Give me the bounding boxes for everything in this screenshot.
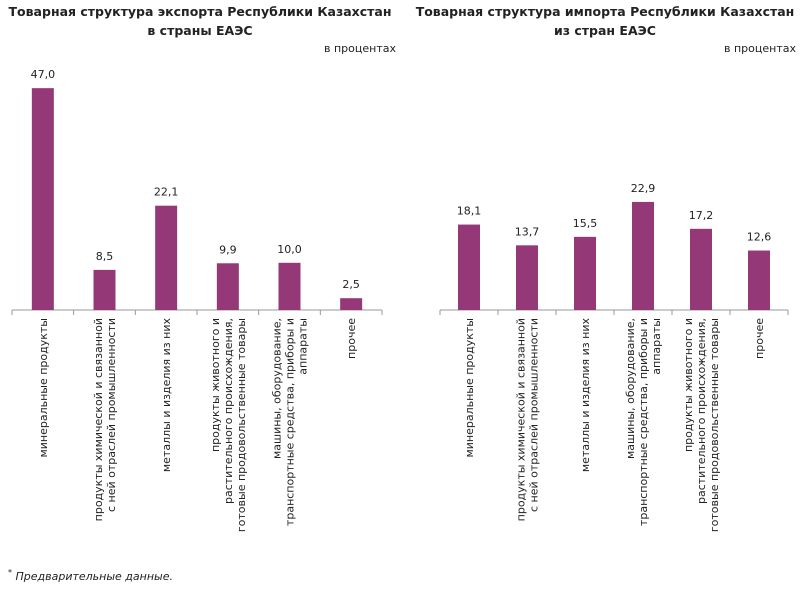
unit-note: в процентах [724,42,796,55]
label-line: растительного происхождения, [695,318,708,504]
x-tick-label: продукты химической и связаннойс ней отр… [92,318,118,521]
label-line: готовые продовольственные товары [708,318,721,532]
bar [458,224,480,310]
footnote-mark: * [8,568,12,577]
x-tick-label: минеральные продукты [37,318,50,458]
label-line: с ней отраслей промышленности [105,318,118,512]
value-label: 9,9 [219,243,237,256]
value-label: 13,7 [515,225,540,238]
bar [748,250,770,310]
x-tick-label: металлы и изделия из них [579,318,592,473]
label-line: готовые продовольственные товары [235,318,248,532]
value-label: 18,1 [457,205,482,218]
x-tick-label: прочее [345,318,358,359]
label-line: металлы и изделия из них [160,318,173,473]
bar [155,205,178,310]
bar [31,88,54,310]
label-line: с ней отраслей промышленности [528,318,541,512]
value-label: 22,1 [154,186,179,199]
label-line: продукты животного и [682,318,695,452]
x-tick-label: металлы и изделия из них [160,318,173,473]
value-label: 2,5 [342,278,360,291]
label-line: прочее [753,318,766,359]
x-tick-label: прочее [753,318,766,359]
label-line: прочее [345,318,358,359]
bar [574,236,596,310]
value-label: 10,0 [277,243,302,256]
x-tick-label: продукты животного ирастительного происх… [209,318,248,532]
label-line: транспортные средства, приборы и [284,318,297,526]
label-line: продукты химической и связанной [515,318,528,521]
bar [690,228,712,310]
bar [278,262,301,310]
bar [516,245,538,310]
label-line: минеральные продукты [463,318,476,458]
x-tick-label: продукты химической и связаннойс ней отр… [515,318,541,521]
bar [216,263,239,310]
chart-title: из стран ЕАЭС [554,23,656,38]
label-line: машины, оборудование, [624,318,637,459]
value-label: 12,6 [747,231,772,244]
value-label: 47,0 [31,68,56,81]
unit-note: в процентах [324,42,396,55]
label-line: аппараты [297,318,310,375]
label-line: машины, оборудование, [271,318,284,459]
x-tick-label: минеральные продукты [463,318,476,458]
label-line: аппараты [650,318,663,375]
footnote: * Предварительные данные. [8,568,173,583]
bar [632,201,654,310]
label-line: продукты химической и связанной [92,318,105,521]
bar [340,298,363,310]
bar [93,269,116,310]
footnote-text: Предварительные данные. [12,570,173,583]
value-label: 22,9 [631,182,656,195]
label-line: транспортные средства, приборы и [637,318,650,526]
chart-title: Товарная структура импорта Республики Ка… [416,4,795,19]
label-line: металлы и изделия из них [579,318,592,473]
x-tick-label: машины, оборудование,транспортные средст… [624,318,663,526]
label-line: минеральные продукты [37,318,50,458]
label-line: продукты животного и [209,318,222,452]
value-label: 8,5 [96,250,114,263]
x-tick-label: продукты животного ирастительного происх… [682,318,721,532]
value-label: 17,2 [689,209,714,222]
chart-title: в страны ЕАЭС [147,23,252,38]
chart-title: Товарная структура экспорта Республики К… [9,4,392,19]
x-tick-label: машины, оборудование,транспортные средст… [271,318,310,526]
label-line: растительного происхождения, [222,318,235,504]
value-label: 15,5 [573,217,598,230]
